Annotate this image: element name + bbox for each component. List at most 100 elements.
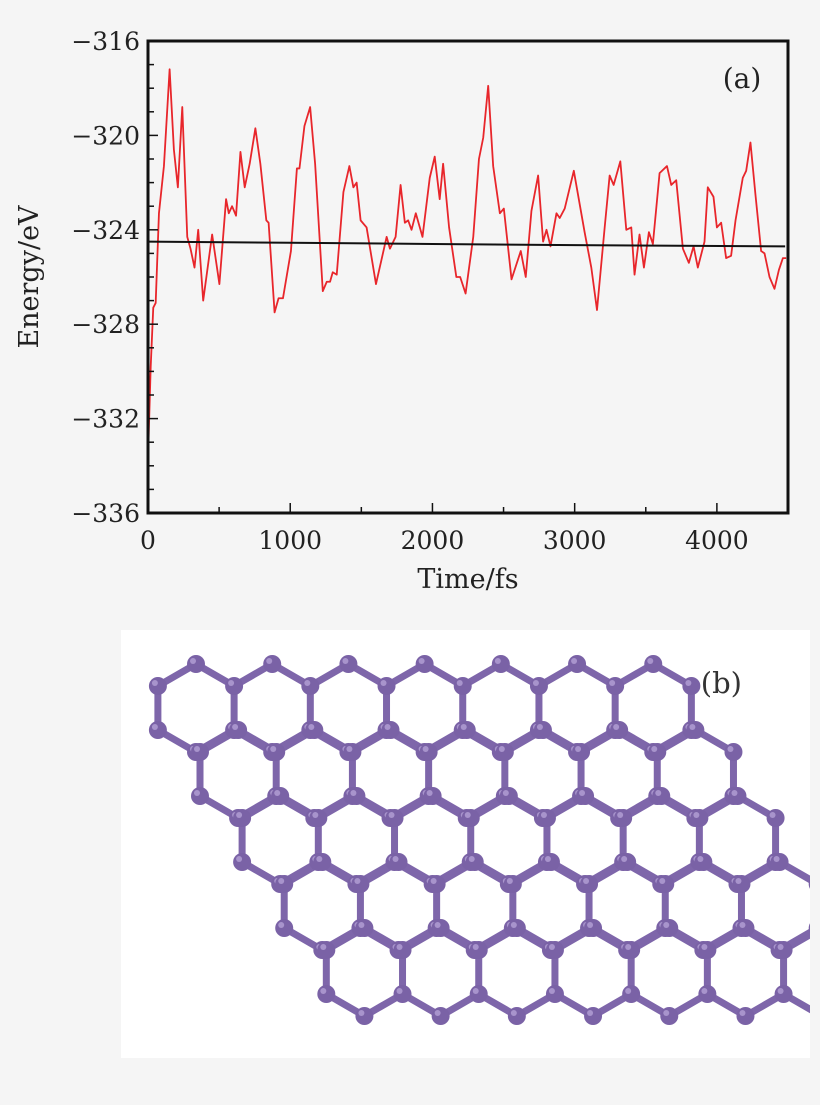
atom	[732, 875, 751, 893]
atom-highlight	[236, 812, 243, 818]
atom-highlight	[151, 724, 158, 730]
atom-highlight	[270, 746, 277, 752]
atom-highlight	[232, 724, 239, 730]
panel-label-a: (a)	[723, 62, 762, 95]
atom-highlight	[773, 856, 780, 862]
atom-highlight	[647, 658, 654, 664]
atom	[503, 875, 522, 893]
atom	[656, 875, 675, 893]
atom	[148, 721, 167, 739]
atom-highlight	[380, 680, 387, 686]
atom-highlight	[731, 790, 738, 796]
atom	[377, 677, 396, 695]
panel-label-b: (b)	[700, 666, 742, 700]
y-tick-label: −332	[71, 405, 140, 434]
atom-highlight	[426, 790, 433, 796]
atom	[385, 809, 404, 827]
atom-highlight	[739, 1010, 746, 1016]
atom-highlight	[621, 856, 628, 862]
atom-highlight	[396, 944, 403, 950]
atom	[191, 743, 209, 761]
atom	[191, 787, 209, 805]
energy-time-chart: 0 1000 2000 3000 4000 −316 −320 −324 −328 −332 −33…	[14, 27, 790, 595]
atom	[808, 879, 810, 889]
atom	[343, 743, 362, 761]
y-tick-label: −316	[71, 27, 140, 56]
atom-highlight	[571, 658, 578, 664]
atom	[584, 919, 603, 937]
x-tick-label: 3000	[543, 526, 607, 555]
atom-highlight	[701, 944, 708, 950]
atom-highlight	[689, 724, 696, 730]
atom-highlight	[320, 988, 327, 994]
atom	[545, 985, 564, 1003]
atom	[507, 1007, 526, 1025]
atom-highlight	[506, 878, 513, 884]
atom	[584, 1007, 603, 1025]
atom	[541, 853, 560, 871]
atom-highlight	[392, 856, 399, 862]
atom	[774, 985, 793, 1003]
atom	[225, 677, 244, 695]
x-axis-label: Time/fs	[417, 564, 518, 595]
atom-highlight	[735, 878, 742, 884]
atom	[766, 809, 785, 827]
x-tick-label: 2000	[401, 526, 465, 555]
atom	[724, 743, 743, 761]
atom	[309, 809, 328, 827]
atom-highlight	[266, 658, 273, 664]
atom	[728, 787, 747, 805]
atom	[271, 787, 290, 805]
atom	[275, 875, 294, 893]
atom	[453, 677, 472, 695]
atom	[808, 923, 810, 933]
atom	[686, 721, 705, 739]
atom-highlight	[346, 746, 353, 752]
atom-highlight	[769, 812, 776, 818]
atom-highlight	[693, 812, 700, 818]
atom-highlight	[388, 812, 395, 818]
atom-highlight	[540, 812, 547, 818]
y-tick-label: −336	[71, 499, 140, 528]
atom-highlight	[777, 944, 784, 950]
atom-highlight	[354, 878, 361, 884]
atom	[507, 919, 526, 937]
atom-highlight	[308, 724, 315, 730]
atom	[461, 809, 480, 827]
atom	[736, 919, 755, 937]
atom-highlight	[655, 790, 662, 796]
atom-highlight	[727, 746, 734, 752]
atom-highlight	[434, 1010, 441, 1016]
atom-highlight	[342, 658, 349, 664]
atom-highlight	[430, 878, 437, 884]
atom-highlight	[575, 746, 582, 752]
atom	[576, 787, 595, 805]
atom	[415, 655, 434, 673]
atom	[606, 677, 625, 695]
atom	[469, 941, 488, 959]
atom	[694, 853, 713, 871]
atom	[533, 721, 552, 739]
atom-highlight	[468, 856, 475, 862]
atom	[431, 1007, 450, 1025]
atom	[347, 787, 366, 805]
atom-highlight	[274, 790, 281, 796]
atom	[568, 655, 587, 673]
atom-highlight	[701, 988, 708, 994]
atom-highlight	[464, 812, 471, 818]
atom	[529, 677, 548, 695]
atom	[580, 875, 599, 893]
atom-highlight	[548, 988, 555, 994]
atom	[148, 677, 167, 695]
atom	[187, 655, 205, 673]
atom-highlight	[544, 856, 551, 862]
atom	[355, 919, 374, 937]
atom	[305, 721, 324, 739]
atom	[233, 809, 252, 827]
atom	[622, 941, 641, 959]
atom-highlight	[609, 680, 616, 686]
atom-highlight	[625, 988, 632, 994]
atom	[770, 853, 789, 871]
atom	[355, 1007, 374, 1025]
atom	[313, 853, 332, 871]
